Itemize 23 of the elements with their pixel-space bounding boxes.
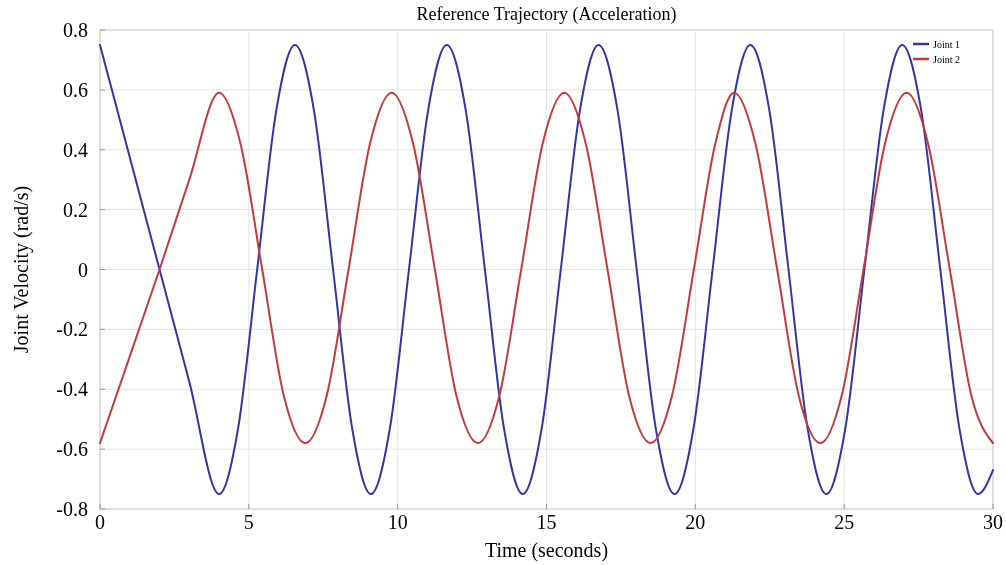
x-tick-label: 10: [387, 511, 408, 533]
x-axis-title: Time (seconds): [484, 539, 609, 562]
y-tick-label: 0: [78, 258, 88, 281]
x-tick-label: 20: [685, 511, 706, 533]
x-tick-label: 0: [95, 511, 105, 533]
chart-title: Reference Trajectory (Acceleration): [416, 4, 677, 25]
legend-label: Joint 1: [933, 38, 960, 50]
y-tick-label: 0.2: [63, 198, 88, 221]
y-tick-label: -0.2: [56, 318, 88, 341]
legend-label: Joint 2: [933, 53, 960, 65]
x-tick-label: 30: [983, 511, 1003, 533]
y-tick-label: 0.4: [63, 138, 88, 161]
y-tick-label: 0.8: [63, 19, 88, 41]
y-axis-title: Joint Velocity (rad/s): [10, 185, 33, 354]
y-tick-label: 0.6: [63, 78, 88, 101]
line-series: [99, 43, 994, 496]
line-series: [99, 91, 994, 445]
y-tick-label: -0.4: [56, 378, 88, 401]
y-tick-label: -0.8: [56, 498, 88, 520]
x-tick-label: 25: [834, 511, 855, 533]
y-tick-label: -0.6: [56, 438, 88, 461]
x-tick-label: 15: [536, 511, 557, 533]
x-tick-label: 5: [243, 511, 254, 533]
